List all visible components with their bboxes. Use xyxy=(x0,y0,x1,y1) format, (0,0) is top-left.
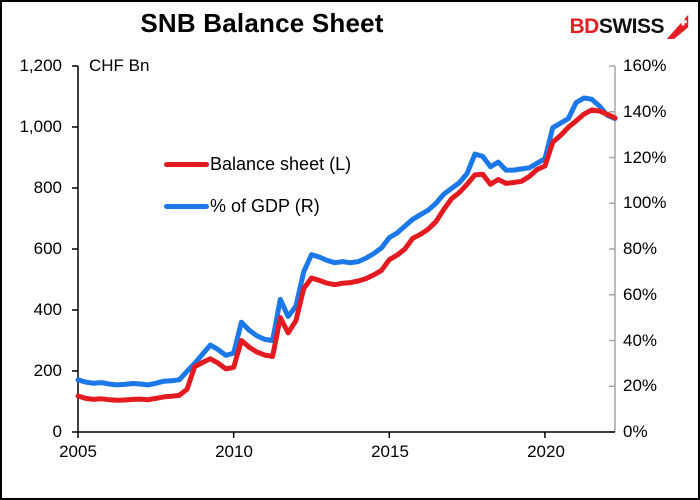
x-axis-tick-label: 2005 xyxy=(59,442,97,461)
x-axis-tick-label: 2010 xyxy=(215,442,253,461)
left-axis-tick-label: 400 xyxy=(33,300,62,319)
page-title: SNB Balance Sheet xyxy=(140,8,384,38)
bdswiss-logo: BD SWISS xyxy=(569,13,690,40)
left-axis-tick-label: 200 xyxy=(33,361,62,380)
left-axis-tick-label: 1,200 xyxy=(19,56,62,75)
legend-label: Balance sheet (L) xyxy=(210,153,352,174)
left-axis-unit-label: CHF Bn xyxy=(89,56,150,75)
legend-item-pct-gdp: % of GDP (R) xyxy=(164,185,351,227)
right-axis-tick-label: 80% xyxy=(623,239,658,258)
right-axis-tick-label: 20% xyxy=(623,376,658,395)
left-axis-tick-label: 800 xyxy=(33,178,62,197)
right-axis-tick-label: 140% xyxy=(623,102,667,121)
legend-label: % of GDP (R) xyxy=(210,195,320,216)
right-axis-tick-label: 100% xyxy=(623,193,667,212)
x-axis-tick-label: 2020 xyxy=(527,442,565,461)
legend-item-balance-sheet: Balance sheet (L) xyxy=(164,143,351,185)
right-axis-tick-label: 160% xyxy=(623,56,667,75)
x-axis-tick-label: 2015 xyxy=(371,442,409,461)
balance-sheet-line-swatch xyxy=(164,161,209,167)
left-axis-tick-label: 600 xyxy=(33,239,62,258)
left-axis-tick-label: 1,000 xyxy=(19,117,62,136)
legend: Balance sheet (L) % of GDP (R) xyxy=(164,143,351,227)
logo-text-bd: BD xyxy=(569,14,599,38)
logo-text-swiss: SWISS xyxy=(598,14,665,38)
right-axis-tick-label: 60% xyxy=(623,285,658,304)
right-axis-tick-label: 40% xyxy=(623,331,658,350)
left-axis-tick-label: 0 xyxy=(52,422,62,441)
right-axis-tick-label: 0% xyxy=(623,422,648,441)
pct-gdp-line-swatch xyxy=(164,203,209,209)
right-axis-tick-label: 120% xyxy=(623,148,667,167)
swiss-arrow-icon xyxy=(664,13,690,40)
